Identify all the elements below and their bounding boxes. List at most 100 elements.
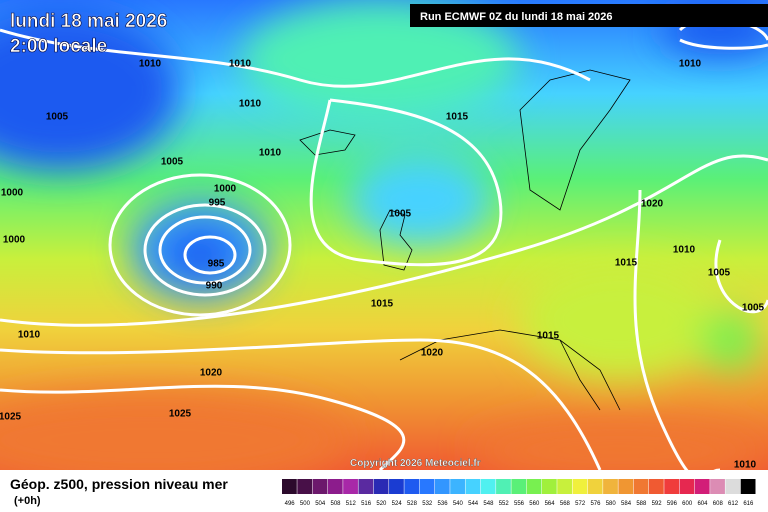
colorbar-swatch: [465, 479, 481, 494]
map: 1010 1010 1005 1010 1015 1010 1005 1000 …: [0, 0, 768, 490]
colorbar-label: 528: [407, 501, 418, 507]
colorbar-label: 572: [575, 501, 586, 507]
time-title: 2:00 locale: [10, 36, 107, 57]
colorbar-swatch: [419, 479, 435, 494]
colorbar-label: 584: [621, 501, 632, 507]
colorbar-label: 544: [468, 501, 479, 507]
isobar-label: 1010: [229, 59, 252, 70]
colorbar-label: 564: [545, 501, 556, 507]
isobar-label: 1005: [46, 112, 69, 123]
colorbar-label: 612: [728, 501, 739, 507]
isobar-label: 1000: [214, 184, 237, 195]
colorbar-swatch: [450, 479, 465, 494]
colorbar-label: 524: [392, 501, 403, 507]
isobar-label: 990: [206, 281, 223, 292]
colorbar-swatch: [603, 479, 618, 494]
isobar-label: 1005: [389, 209, 412, 220]
colorbar-label: 536: [438, 501, 449, 507]
isobar-label: 1010: [18, 330, 41, 341]
isobar-label: 1020: [421, 348, 444, 359]
colorbar-label: 508: [331, 501, 342, 507]
copyright: Copyright 2026 Meteociel.fr: [350, 458, 481, 469]
isobar-label: 1025: [0, 412, 22, 423]
isobar-label: 1000: [3, 235, 26, 246]
colorbar-swatch: [480, 479, 496, 494]
isobar-label: 1010: [673, 245, 696, 256]
colorbar-label: 588: [636, 501, 647, 507]
isobar-label: 985: [208, 259, 225, 270]
colorbar-swatch: [618, 479, 634, 494]
colorbar-swatch: [587, 479, 603, 494]
colorbar-swatch: [557, 479, 573, 494]
colorbar-swatch: [434, 479, 450, 494]
colorbar-swatch: [389, 479, 404, 494]
colorbar-swatch: [541, 479, 557, 494]
colorbar-label: 576: [590, 501, 601, 507]
colorbar-label: 568: [560, 501, 571, 507]
isobar-label: 1020: [200, 368, 223, 379]
isobar-label: 1000: [1, 188, 24, 199]
run-banner: [410, 4, 768, 27]
isobar-label: 1005: [708, 268, 731, 279]
colorbar-swatch: [343, 479, 358, 494]
colorbar-label: 516: [361, 501, 372, 507]
colorbar-swatch: [664, 479, 680, 494]
colorbar-swatch: [327, 479, 343, 494]
colorbar-swatch: [282, 479, 297, 494]
colorbar-label: 600: [682, 501, 693, 507]
colorbar-swatch: [358, 479, 374, 494]
colorbar-label: 540: [453, 501, 464, 507]
colorbar-label: 560: [529, 501, 540, 507]
colorbar: 496 500 504 508 512 516 520 524 528 532 536 540 544 5…: [282, 479, 756, 507]
isobar-label: 1010: [679, 59, 702, 70]
colorbar-swatch: [312, 479, 328, 494]
colorbar-swatch: [740, 479, 756, 494]
colorbar-swatch: [526, 479, 542, 494]
date-title: lundi 18 mai 2026: [10, 11, 167, 32]
isobar-label: 1020: [641, 199, 664, 210]
isobar-label: 1005: [742, 303, 765, 314]
colorbar-swatch: [572, 479, 588, 494]
isobar-label: 1010: [734, 460, 757, 471]
colorbar-label: 512: [346, 501, 357, 507]
colorbar-label: 548: [483, 501, 494, 507]
colorbar-label: 532: [422, 501, 433, 507]
colorbar-label: 616: [743, 501, 754, 507]
colorbar-swatch: [725, 479, 741, 494]
isobar-label: 1010: [239, 99, 262, 110]
colorbar-swatch: [404, 479, 420, 494]
isobar-label: 1015: [371, 299, 394, 310]
isobar-label: 1010: [139, 59, 162, 70]
colorbar-label: 596: [667, 501, 678, 507]
isobar-label: 995: [209, 198, 226, 209]
colorbar-swatch: [297, 479, 313, 494]
colorbar-swatch: [679, 479, 695, 494]
colorbar-label: 556: [514, 501, 525, 507]
isobar-label: 1015: [537, 331, 560, 342]
isobar-lines: [0, 17, 768, 481]
forecast-step: (+0h): [14, 495, 41, 507]
colorbar-swatch: [710, 479, 725, 494]
isobar-label: 1015: [615, 258, 638, 269]
colorbar-label: 500: [300, 501, 311, 507]
colorbar-label: 604: [697, 501, 708, 507]
colorbar-swatch: [373, 479, 389, 494]
colorbar-swatch: [648, 479, 664, 494]
isobar-labels: 1010 1010 1005 1010 1015 1010 1005 1000 …: [0, 59, 765, 471]
colorbar-swatch: [694, 479, 710, 494]
isobar-label: 1005: [161, 157, 184, 168]
isobar-label: 1015: [446, 112, 469, 123]
colorbar-label: 608: [713, 501, 724, 507]
colorbar-label: 496: [285, 501, 296, 507]
colorbar-swatch: [496, 479, 511, 494]
colorbar-label: 520: [376, 501, 387, 507]
colorbar-label: 504: [315, 501, 326, 507]
legend-title: Géop. z500, pression niveau mer: [10, 476, 228, 492]
colorbar-label: 580: [606, 501, 617, 507]
colorbar-label: 552: [499, 501, 510, 507]
colorbar-label: 592: [652, 501, 663, 507]
isobar-label: 1010: [259, 148, 282, 159]
isobar-label: 1025: [169, 409, 192, 420]
run-label: Run ECMWF 0Z du lundi 18 mai 2026: [420, 11, 613, 23]
